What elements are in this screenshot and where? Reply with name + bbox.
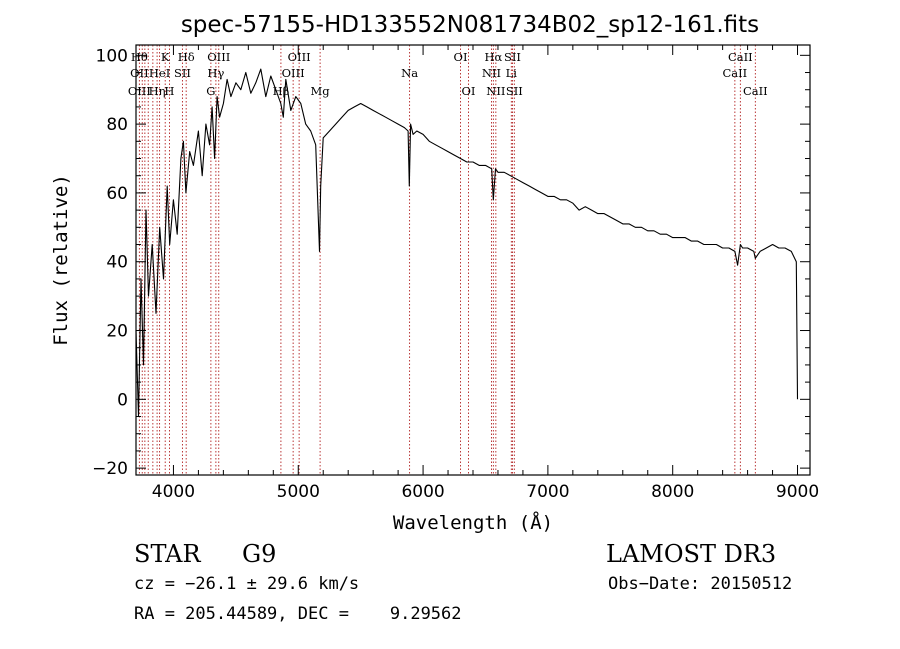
redshift-velocity: cz = −26.1 ± 29.6 km/s bbox=[134, 574, 360, 594]
x-tick-label-1: 5000 bbox=[277, 482, 320, 502]
x-tick-label-5: 9000 bbox=[776, 482, 819, 502]
y-tick-label-1: 0 bbox=[117, 390, 128, 410]
line-label-21-mid: NII bbox=[482, 66, 501, 80]
line-label-24-mid: Li bbox=[506, 66, 518, 80]
line-label-13-upper: OIII bbox=[207, 50, 230, 64]
line-label-28-upper: CaII bbox=[728, 50, 753, 64]
spectrum-series bbox=[135, 68, 799, 418]
line-label-12-mid: Hγ bbox=[207, 66, 224, 80]
line-label-15-mid: OIII bbox=[282, 66, 305, 80]
plot-frame bbox=[135, 44, 811, 476]
y-tick-label-6: 100 bbox=[96, 46, 128, 66]
line-label-18-mid: Na bbox=[401, 66, 418, 80]
line-label-6-mid: HeI bbox=[149, 66, 170, 80]
chart-title: spec-57155-HD133552N081734B02_sp12-161.f… bbox=[181, 12, 759, 38]
line-label-19-upper: OI bbox=[454, 50, 468, 64]
x-tick-label-3: 7000 bbox=[526, 482, 569, 502]
line-label-5-lower: Hη bbox=[149, 84, 166, 98]
axis-ticks: 4000 5000 6000 7000 8000 9000 −20 0 20 40 60 80 100 bbox=[92, 45, 819, 502]
observation-date: Obs−Date: 20150512 bbox=[608, 574, 793, 594]
line-label-10-upper: Hδ bbox=[178, 50, 195, 64]
line-label-9-mid: SII bbox=[174, 66, 191, 80]
object-class: STAR bbox=[134, 540, 201, 568]
line-label-23-lower: NII bbox=[486, 84, 505, 98]
line-label-26-lower: SII bbox=[506, 84, 523, 98]
x-axis-label: Wavelength (Å) bbox=[393, 511, 553, 534]
line-label-16-upper: OIII bbox=[288, 50, 311, 64]
line-label-8-lower: H bbox=[164, 84, 174, 98]
coordinates: RA = 205.44589, DEC = 9.29562 bbox=[134, 604, 462, 624]
line-label-11-lower: G bbox=[206, 84, 215, 98]
y-tick-label-2: 20 bbox=[106, 322, 128, 342]
line-label-22-upper: Hα bbox=[484, 50, 502, 64]
survey-name: LAMOST DR3 bbox=[606, 540, 777, 568]
line-markers bbox=[138, 45, 756, 475]
spectrum-line-0 bbox=[135, 68, 799, 418]
line-label-20-lower: OI bbox=[462, 84, 476, 98]
x-tick-label-0: 4000 bbox=[152, 482, 195, 502]
y-tick-label-0: −20 bbox=[92, 459, 128, 479]
y-tick-label-3: 40 bbox=[106, 253, 128, 273]
line-label-29-lower: CaII bbox=[743, 84, 768, 98]
x-tick-label-4: 8000 bbox=[651, 482, 694, 502]
line-marker-labels: HθOIIOIIIHηHeIKHSIIHδGHγOIIIHβOIIIOIIIMg… bbox=[128, 50, 768, 98]
y-axis-label: Flux (relative) bbox=[50, 174, 72, 346]
x-tick-label-2: 6000 bbox=[401, 482, 444, 502]
y-tick-label-4: 60 bbox=[106, 184, 128, 204]
line-label-17-lower: Mg bbox=[311, 84, 331, 98]
y-tick-label-5: 80 bbox=[106, 115, 128, 135]
object-subclass: G9 bbox=[242, 540, 277, 568]
line-label-0-lower: OIII bbox=[128, 84, 151, 98]
line-label-0-upper: Hθ bbox=[131, 50, 148, 64]
line-label-27-mid: CaII bbox=[722, 66, 747, 80]
line-label-25-upper: SII bbox=[504, 50, 521, 64]
line-label-7-upper: K bbox=[161, 50, 170, 64]
